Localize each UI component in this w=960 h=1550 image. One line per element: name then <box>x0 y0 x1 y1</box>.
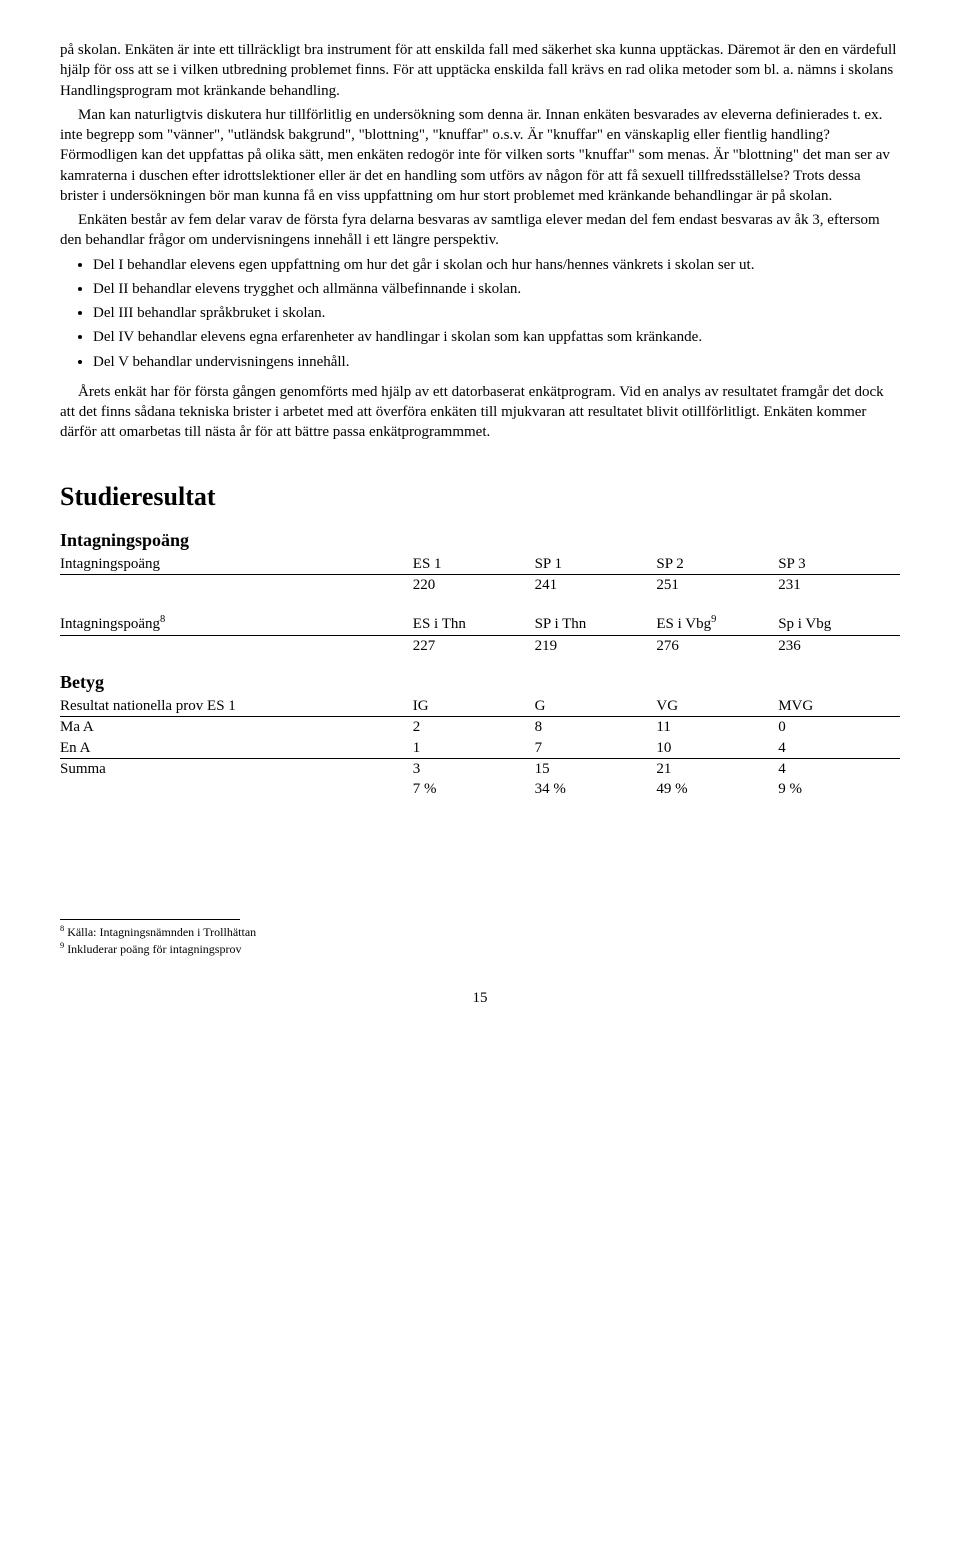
intagningspoang-table-1: Intagningspoäng ES 1 SP 1 SP 2 SP 3 220 … <box>60 554 900 596</box>
page-number: 15 <box>60 988 900 1008</box>
table-cell: 34 % <box>535 779 657 799</box>
body-bullet-list: Del I behandlar elevens egen uppfattning… <box>60 255 900 372</box>
list-item: Del V behandlar undervisningens innehåll… <box>93 352 900 372</box>
table-cell: 15 <box>535 758 657 779</box>
table-cell: 231 <box>778 575 900 596</box>
table-cell: 7 <box>535 738 657 759</box>
table-header: IG <box>413 696 535 717</box>
table-cell: 219 <box>535 635 657 656</box>
table-cell: 21 <box>656 758 778 779</box>
table-header: ES i Thn <box>413 613 535 635</box>
footnote-rule <box>60 919 240 920</box>
table-cell: 4 <box>778 738 900 759</box>
footnotes: 8 Källa: Intagningsnämnden i Trollhättan… <box>60 919 900 957</box>
table-cell: 4 <box>778 758 900 779</box>
table-cell: 9 % <box>778 779 900 799</box>
table-cell: 11 <box>656 717 778 738</box>
table-row-label: Summa <box>60 758 413 779</box>
table-cell: 1 <box>413 738 535 759</box>
table-cell: 241 <box>535 575 657 596</box>
body-paragraph-1: på skolan. Enkäten är inte ett tillräckl… <box>60 40 900 101</box>
betyg-heading: Betyg <box>60 670 900 694</box>
table-cell: 10 <box>656 738 778 759</box>
list-item: Del III behandlar språkbruket i skolan. <box>93 303 900 323</box>
table-cell: 220 <box>413 575 535 596</box>
body-paragraph-3: Enkäten består av fem delar varav de för… <box>60 210 900 251</box>
body-paragraph-4: Årets enkät har för första gången genomf… <box>60 382 900 443</box>
table-cell: 0 <box>778 717 900 738</box>
intagningspoang-heading: Intagningspoäng <box>60 528 900 552</box>
table-cell: 49 % <box>656 779 778 799</box>
table-cell: 236 <box>778 635 900 656</box>
table-cell: 7 % <box>413 779 535 799</box>
table-header-label: Intagningspoäng8 <box>60 613 413 635</box>
table-header: G <box>535 696 657 717</box>
table-row-label: Ma A <box>60 717 413 738</box>
footnote-8: 8 Källa: Intagningsnämnden i Trollhättan <box>60 924 900 941</box>
table-row-label: En A <box>60 738 413 759</box>
list-item: Del IV behandlar elevens egna erfarenhet… <box>93 327 900 347</box>
table-header: ES i Vbg9 <box>656 613 778 635</box>
table-header: SP i Thn <box>535 613 657 635</box>
table-cell: 276 <box>656 635 778 656</box>
section-title-studieresultat: Studieresultat <box>60 479 900 514</box>
table-cell: 251 <box>656 575 778 596</box>
table-header-label: Intagningspoäng <box>60 554 413 575</box>
table-header: Sp i Vbg <box>778 613 900 635</box>
table-header: SP 1 <box>535 554 657 575</box>
table-cell: 8 <box>535 717 657 738</box>
table-header: SP 2 <box>656 554 778 575</box>
table-cell: 3 <box>413 758 535 779</box>
table-cell: 227 <box>413 635 535 656</box>
table-cell: 2 <box>413 717 535 738</box>
list-item: Del II behandlar elevens trygghet och al… <box>93 279 900 299</box>
table-header-label: Resultat nationella prov ES 1 <box>60 696 413 717</box>
body-paragraph-2: Man kan naturligtvis diskutera hur tillf… <box>60 105 900 206</box>
table-header: MVG <box>778 696 900 717</box>
list-item: Del I behandlar elevens egen uppfattning… <box>93 255 900 275</box>
table-header: SP 3 <box>778 554 900 575</box>
table-header: ES 1 <box>413 554 535 575</box>
betyg-table: Resultat nationella prov ES 1 IG G VG MV… <box>60 696 900 799</box>
footnote-9: 9 Inkluderar poäng för intagningsprov <box>60 941 900 958</box>
intagningspoang-table-2: Intagningspoäng8 ES i Thn SP i Thn ES i … <box>60 613 900 656</box>
table-header: VG <box>656 696 778 717</box>
